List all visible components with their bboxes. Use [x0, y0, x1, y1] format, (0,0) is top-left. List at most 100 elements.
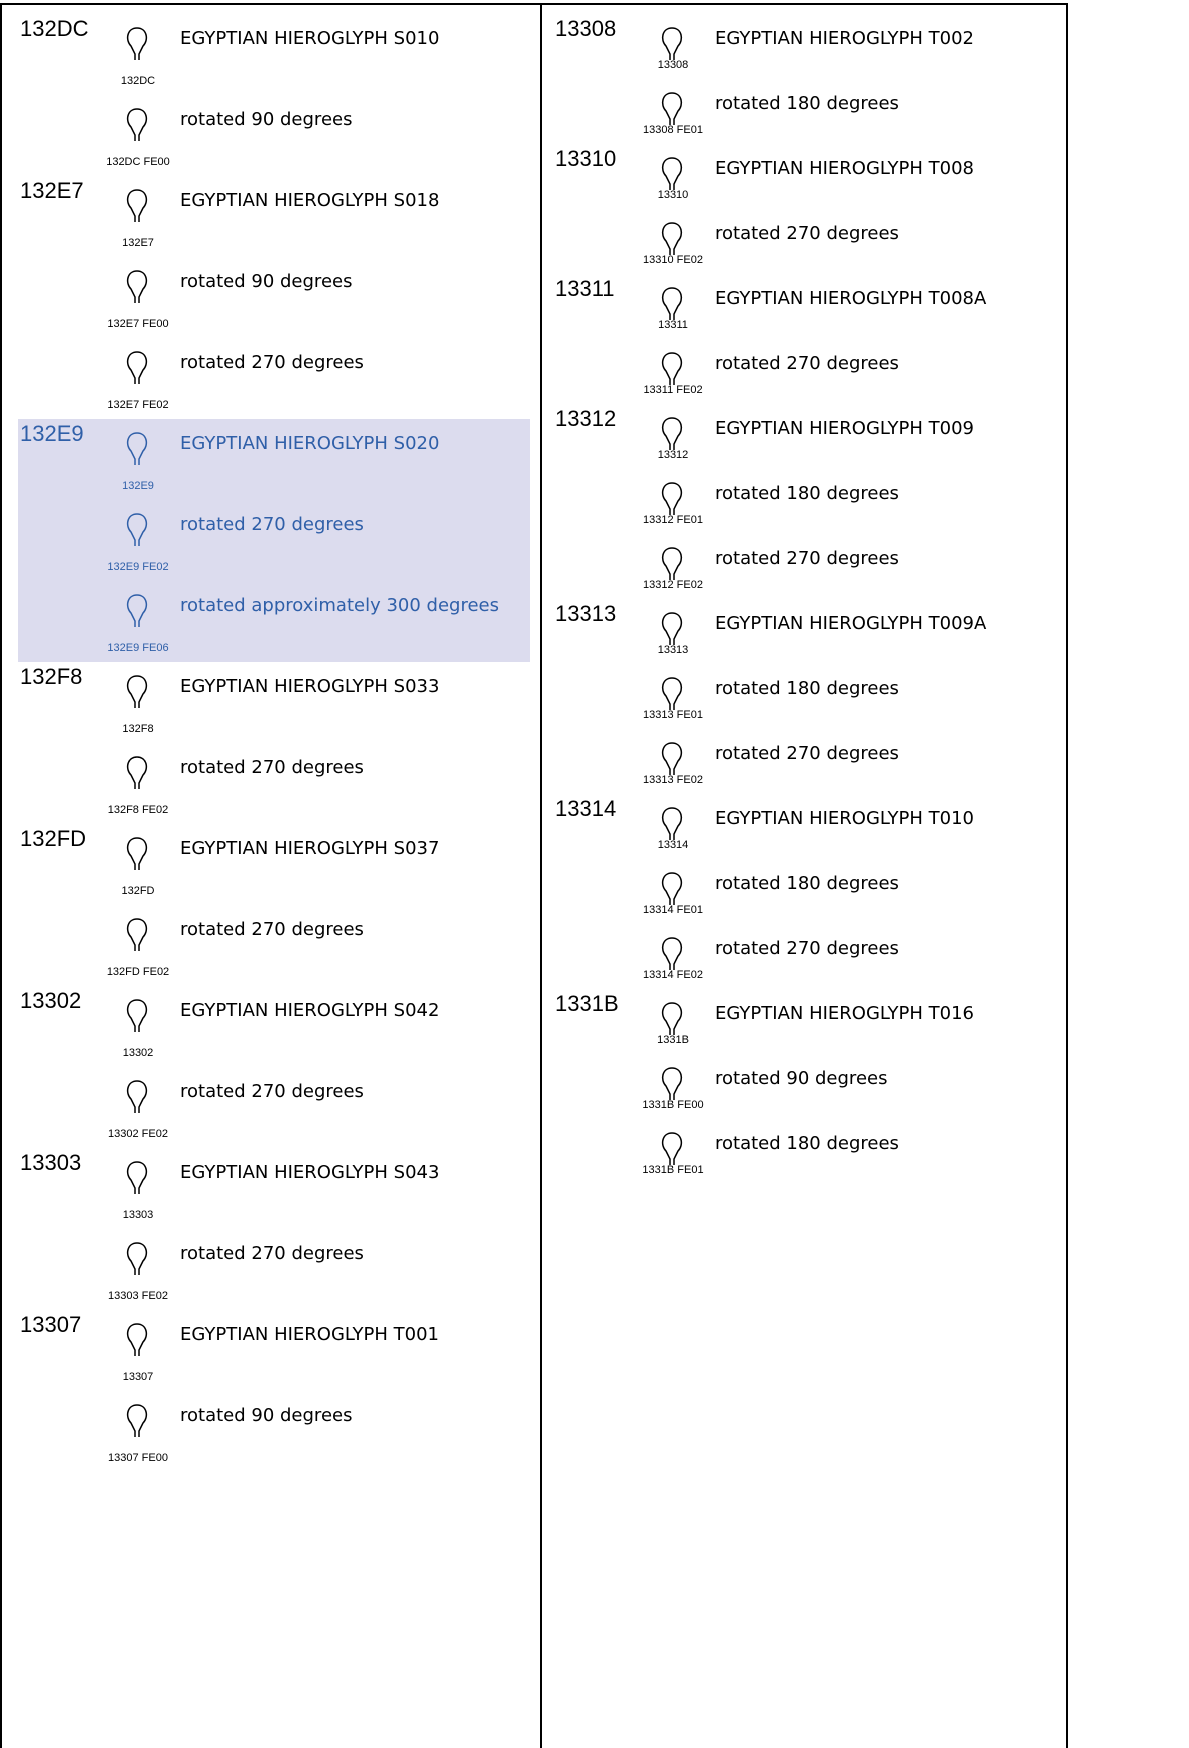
- glyph: [126, 270, 148, 303]
- entry: 132FD 132FD EGYPTIAN HIEROGLYPH S037 132FD …: [18, 824, 530, 986]
- code-point: 13303: [20, 1150, 82, 1175]
- variant-row: 1331B FE01 rotated 180 degrees: [553, 1119, 1065, 1184]
- variant-description: rotated 270 degrees: [180, 757, 364, 778]
- left-rule: [0, 3, 2, 1748]
- variant-description: rotated 270 degrees: [715, 938, 899, 959]
- right-rule: [1066, 3, 1068, 1748]
- character-name: EGYPTIAN HIEROGLYPH S010: [180, 28, 440, 49]
- variant-description: rotated 270 degrees: [715, 548, 899, 569]
- entry: 13312 13312 EGYPTIAN HIEROGLYPH T009 13312 …: [553, 404, 1065, 599]
- entry: 132E7 132E7 EGYPTIAN HIEROGLYPH S018 132E7 …: [18, 176, 530, 419]
- glyph-label: 132F8: [122, 723, 154, 735]
- variant-sequence: 132DC FE00: [106, 156, 170, 168]
- glyph-label: 13307: [122, 1371, 154, 1383]
- variant-row: 13311 FE02 rotated 270 degrees: [553, 339, 1065, 404]
- glyph: [126, 594, 148, 627]
- variant-sequence: 132E7 FE02: [107, 399, 169, 411]
- variant-description: rotated 180 degrees: [715, 873, 899, 894]
- variant-sequence: 13310 FE02: [643, 254, 703, 266]
- variant-sequence: 13314 FE02: [643, 969, 703, 981]
- entry-row: 13308 13308 EGYPTIAN HIEROGLYPH T002: [553, 14, 1065, 79]
- character-name: EGYPTIAN HIEROGLYPH T008: [715, 158, 975, 179]
- variant-description: rotated 270 degrees: [180, 919, 364, 940]
- glyph-label: 13302: [122, 1047, 154, 1059]
- character-name: EGYPTIAN HIEROGLYPH T010: [715, 808, 975, 829]
- code-point: 13311: [555, 276, 615, 301]
- glyph: [661, 27, 683, 60]
- glyph: [661, 352, 683, 385]
- variant-sequence: 13312 FE02: [643, 579, 703, 591]
- variant-sequence: 13311 FE02: [643, 384, 703, 396]
- variant-row: 13312 FE01 rotated 180 degrees: [553, 469, 1065, 534]
- variant-sequence: 13312 FE01: [643, 514, 703, 526]
- entry-row: 1331B 1331B EGYPTIAN HIEROGLYPH T016: [553, 989, 1065, 1054]
- glyph: [661, 287, 683, 320]
- character-name: EGYPTIAN HIEROGLYPH S020: [180, 433, 440, 454]
- glyph: [661, 157, 683, 190]
- variant-row: 13303 FE02 rotated 270 degrees: [18, 1229, 530, 1310]
- code-point: 132FD: [20, 826, 87, 851]
- entry-row: 13312 13312 EGYPTIAN HIEROGLYPH T009: [553, 404, 1065, 469]
- column-divider: [540, 3, 542, 1748]
- variant-row: 132E7 FE00 rotated 90 degrees: [18, 257, 530, 338]
- glyph: [126, 1242, 148, 1275]
- glyph: [126, 1404, 148, 1437]
- glyph: [126, 756, 148, 789]
- variant-description: rotated 270 degrees: [715, 743, 899, 764]
- entry-row: 132E7 132E7 EGYPTIAN HIEROGLYPH S018: [18, 176, 530, 257]
- glyph-label: 13312: [657, 449, 689, 461]
- glyph: [126, 351, 148, 384]
- variant-description: rotated 90 degrees: [715, 1068, 888, 1089]
- character-name: EGYPTIAN HIEROGLYPH T001: [180, 1324, 440, 1345]
- variant-sequence: 132E9 FE02: [107, 561, 169, 573]
- code-point: 132DC: [20, 16, 89, 41]
- column: 13308 13308 EGYPTIAN HIEROGLYPH T002 13308 …: [553, 14, 1065, 1184]
- variant-row: 1331B FE00 rotated 90 degrees: [553, 1054, 1065, 1119]
- entry-row: 132DC 132DC EGYPTIAN HIEROGLYPH S010: [18, 14, 530, 95]
- variant-row: 13302 FE02 rotated 270 degrees: [18, 1067, 530, 1148]
- character-name: EGYPTIAN HIEROGLYPH T009A: [715, 613, 987, 634]
- variant-sequence: 13302 FE02: [108, 1128, 168, 1140]
- glyph: [661, 92, 683, 125]
- glyph-label: 132FD: [121, 885, 155, 897]
- variant-description: rotated 180 degrees: [715, 1133, 899, 1154]
- entry-row: 132FD 132FD EGYPTIAN HIEROGLYPH S037: [18, 824, 530, 905]
- character-name: EGYPTIAN HIEROGLYPH S043: [180, 1162, 440, 1183]
- entry-row: 13303 13303 EGYPTIAN HIEROGLYPH S043: [18, 1148, 530, 1229]
- entry: 13311 13311 EGYPTIAN HIEROGLYPH T008A 13311…: [553, 274, 1065, 404]
- glyph: [661, 1002, 683, 1035]
- variant-description: rotated 180 degrees: [715, 93, 899, 114]
- column: 132DC 132DC EGYPTIAN HIEROGLYPH S010 132DC …: [18, 14, 530, 1472]
- glyph: [126, 1080, 148, 1113]
- glyph: [661, 547, 683, 580]
- entry-row: 13302 13302 EGYPTIAN HIEROGLYPH S042: [18, 986, 530, 1067]
- character-name: EGYPTIAN HIEROGLYPH S037: [180, 838, 440, 859]
- entry-row: 132E9 132E9 EGYPTIAN HIEROGLYPH S020: [18, 419, 530, 500]
- glyph: [126, 27, 148, 60]
- character-name: EGYPTIAN HIEROGLYPH S033: [180, 676, 440, 697]
- glyph-label: 13314: [657, 839, 689, 851]
- glyph-label: 13311: [658, 319, 688, 331]
- variant-row: 132E7 FE02 rotated 270 degrees: [18, 338, 530, 419]
- glyph: [126, 189, 148, 222]
- code-point: 1331B: [555, 991, 619, 1016]
- glyph: [126, 432, 148, 465]
- code-point: 13314: [555, 796, 617, 821]
- variant-row: 13313 FE02 rotated 270 degrees: [553, 729, 1065, 794]
- glyph: [126, 108, 148, 141]
- character-name: EGYPTIAN HIEROGLYPH T002: [715, 28, 975, 49]
- variant-row: 13313 FE01 rotated 180 degrees: [553, 664, 1065, 729]
- entry: 1331B 1331B EGYPTIAN HIEROGLYPH T016 1331B …: [553, 989, 1065, 1184]
- variant-description: rotated approximately 300 degrees: [180, 595, 499, 616]
- glyph: [126, 1323, 148, 1356]
- glyph: [661, 1132, 683, 1165]
- glyph-label: 13313: [657, 644, 689, 656]
- glyph-label: 132DC: [120, 75, 156, 87]
- variant-row: 13310 FE02 rotated 270 degrees: [553, 209, 1065, 274]
- character-name: EGYPTIAN HIEROGLYPH T016: [715, 1003, 975, 1024]
- variant-sequence: 13308 FE01: [643, 124, 703, 136]
- variant-row: 13314 FE02 rotated 270 degrees: [553, 924, 1065, 989]
- variant-row: 132F8 FE02 rotated 270 degrees: [18, 743, 530, 824]
- variant-row: 13312 FE02 rotated 270 degrees: [553, 534, 1065, 599]
